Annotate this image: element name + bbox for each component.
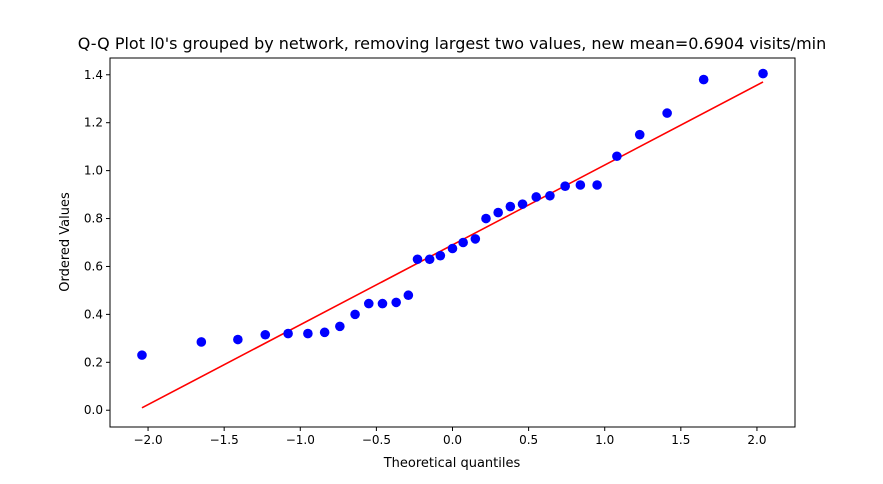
- x-tick-label: 0.5: [519, 433, 538, 447]
- x-tick-label: −0.5: [362, 433, 391, 447]
- y-tick-label: 0.2: [84, 355, 103, 369]
- data-point: [260, 329, 271, 340]
- y-tick-label: 0.6: [84, 259, 103, 273]
- data-point: [517, 199, 528, 209]
- data-point: [505, 201, 516, 212]
- data-point: [698, 74, 709, 85]
- x-tick-label: 1.0: [595, 433, 614, 447]
- data-point: [403, 290, 414, 301]
- y-axis-label: Ordered Values: [58, 192, 73, 292]
- x-tick-label: 1.5: [671, 433, 690, 447]
- data-point: [363, 298, 374, 309]
- data-point: [662, 108, 672, 118]
- data-point: [377, 298, 388, 309]
- points-group: [137, 68, 768, 360]
- y-tick-label: 0.8: [84, 212, 103, 226]
- x-tick-label: 2.0: [747, 433, 766, 447]
- data-point: [435, 250, 446, 261]
- data-point: [481, 213, 491, 224]
- data-point: [447, 243, 458, 254]
- data-point: [493, 207, 503, 218]
- y-tick-label: 0.4: [84, 307, 103, 321]
- y-tick-label: 1.0: [84, 164, 103, 178]
- data-point: [424, 254, 435, 265]
- data-point: [634, 129, 645, 140]
- y-tick-label: 0.0: [84, 403, 103, 417]
- data-point: [233, 334, 243, 345]
- data-point: [303, 328, 313, 339]
- y-tick-label: 1.2: [84, 116, 103, 130]
- data-point: [560, 181, 570, 191]
- data-point: [758, 68, 768, 79]
- data-point: [612, 151, 622, 162]
- x-tick-label: −1.0: [286, 433, 315, 447]
- data-point: [545, 190, 555, 201]
- data-point: [350, 309, 360, 320]
- data-point: [592, 180, 602, 190]
- data-point: [458, 237, 468, 248]
- data-point: [283, 328, 293, 339]
- x-tick-label: 0.0: [443, 433, 462, 447]
- y-tick-label: 1.4: [84, 68, 103, 82]
- data-point: [319, 327, 330, 338]
- data-point: [196, 337, 207, 347]
- data-point: [391, 297, 401, 308]
- data-point: [412, 254, 423, 265]
- data-point: [575, 180, 586, 190]
- data-point: [470, 234, 481, 244]
- plot-area: [109, 57, 796, 428]
- x-tick-label: −2.0: [133, 433, 162, 447]
- data-point: [137, 350, 147, 360]
- data-point: [335, 321, 345, 332]
- y-axis: 0.0 0.2 0.4 0.6 0.8 1.0 1.2 1.4: [84, 68, 110, 417]
- chart-title: Q-Q Plot l0's grouped by network, removi…: [78, 34, 826, 53]
- x-tick-label: −1.5: [210, 433, 239, 447]
- x-axis: −2.0 −1.5 −1.0 −0.5 0.0 0.5 1.0 1.5 2.0: [133, 427, 766, 447]
- data-point: [531, 192, 542, 202]
- x-axis-label: Theoretical quantiles: [383, 456, 521, 471]
